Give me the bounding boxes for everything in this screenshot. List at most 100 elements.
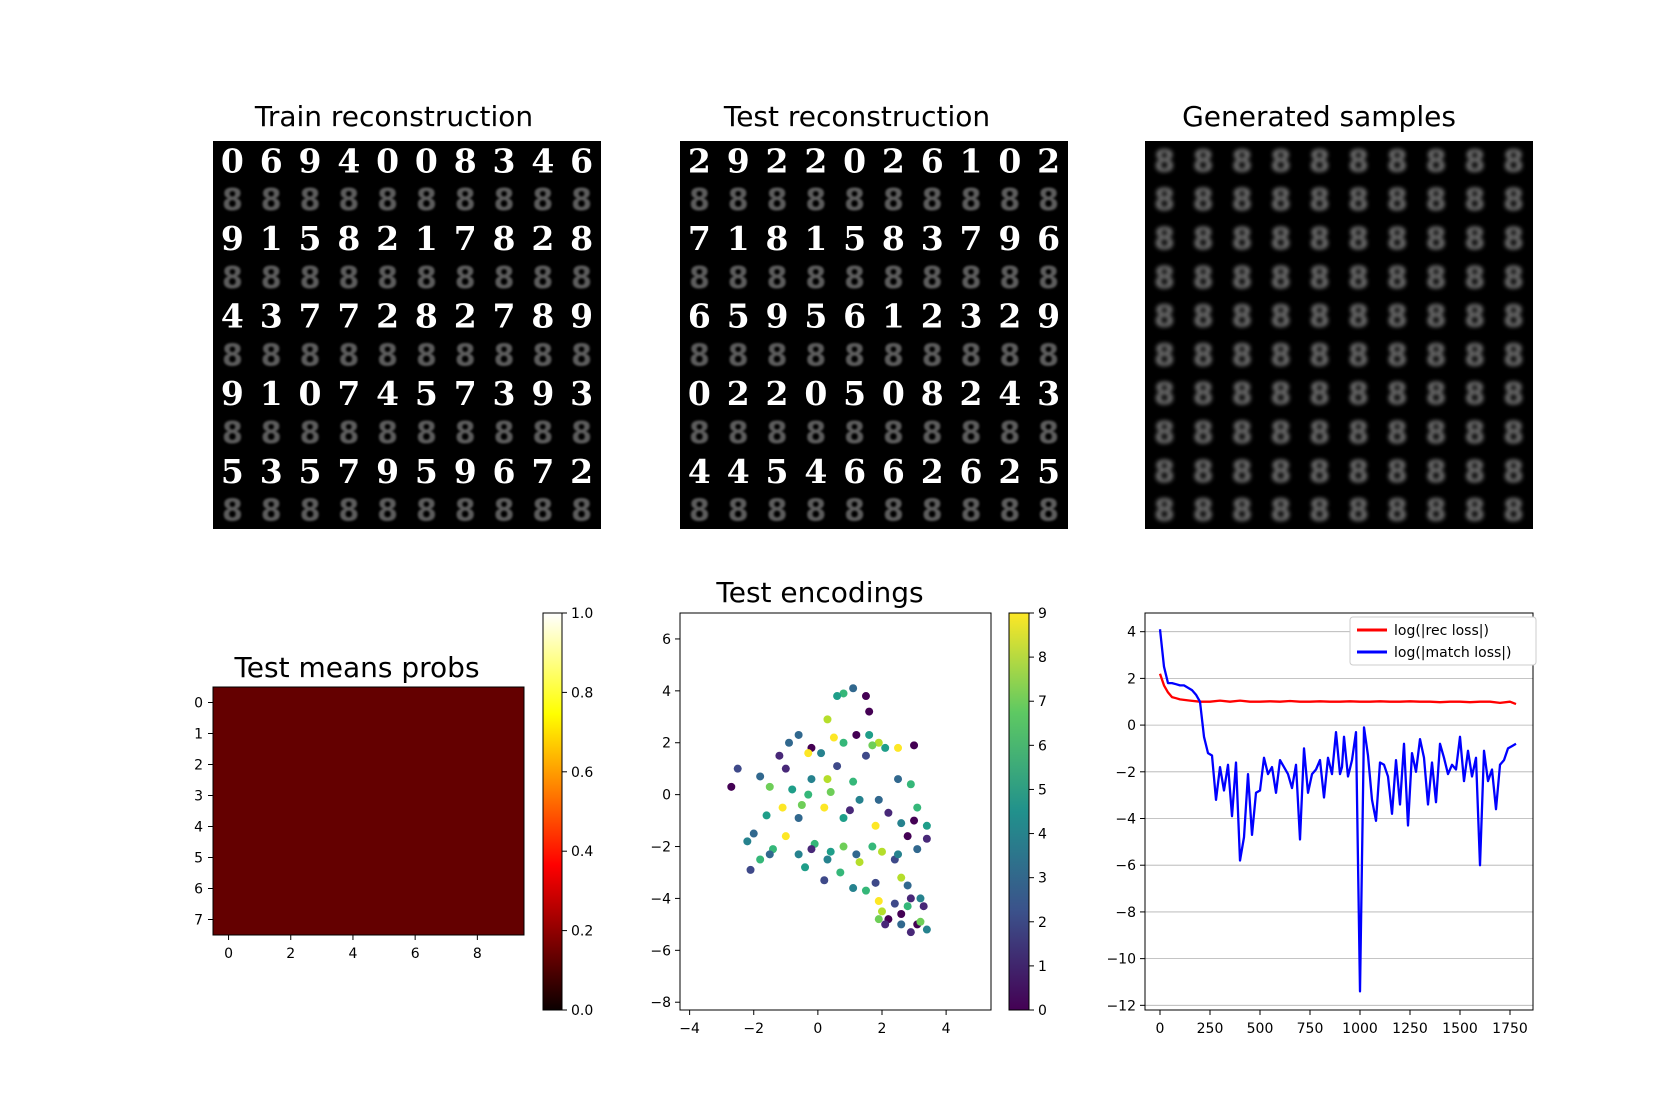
- digit-cell: 7: [454, 374, 477, 413]
- digit-cell: 7: [337, 452, 360, 491]
- viridis-colorbar-bar: [1008, 612, 1030, 1011]
- heatmap-cell: [368, 749, 401, 781]
- blurry-digit-cell: 8: [1426, 144, 1447, 179]
- scatter-xtick-label: −2: [743, 1021, 764, 1037]
- scatter-point: [749, 829, 758, 838]
- viridis-colorbar-label: 4: [1038, 827, 1047, 843]
- digit-cell: 7: [688, 219, 711, 258]
- blurry-digit-cell: 8: [1232, 494, 1253, 529]
- heatmap-cell: [399, 718, 432, 750]
- scatter-point: [756, 772, 765, 781]
- blurry-digit-cell: 8: [1503, 377, 1524, 412]
- blurry-digit-cell: 8: [1309, 144, 1330, 179]
- digit-cell: 5: [299, 219, 322, 258]
- scatter-point: [868, 741, 877, 750]
- test-encodings-scatter: −4 −2 0 2 4 −8 −6 −4 −2 0 2 4 6: [650, 612, 992, 1037]
- blurry-digit-cell: 8: [1464, 455, 1485, 490]
- blurry-digit-cell: 8: [1154, 261, 1175, 296]
- blurry-digit-cell: 8: [1426, 222, 1447, 257]
- blurry-digit-cell: 8: [1038, 183, 1059, 218]
- digit-cell: 5: [415, 374, 438, 413]
- scatter-point: [916, 894, 925, 903]
- heatmap-cell: [492, 811, 525, 843]
- heatmap-cell: [244, 842, 276, 874]
- heatmap-ytick-label: 7: [194, 913, 203, 929]
- blurry-digit-cell: 8: [222, 494, 243, 529]
- heatmap-cell: [430, 904, 463, 936]
- digit-cell: 8: [882, 219, 905, 258]
- blurry-digit-cell: 8: [1270, 455, 1291, 490]
- loss-line-chart: −12 −10 −8 −6 −4 −2 0 2 4 0 250 500 750 1000 1250 1500 1…: [1106, 612, 1534, 1037]
- blurry-digit-cell: 8: [805, 183, 826, 218]
- digit-cell: 8: [415, 297, 438, 336]
- scatter-point: [743, 837, 752, 846]
- scatter-point: [906, 780, 915, 789]
- heatmap-cell: [399, 780, 432, 812]
- digit-cell: 6: [570, 141, 593, 180]
- digit-cell: 2: [727, 374, 750, 413]
- heatmap-cell: [275, 842, 307, 874]
- blurry-digit-cell: 8: [261, 494, 282, 529]
- scatter-point: [845, 806, 854, 815]
- hot-colorbar-label: 0.2: [571, 924, 593, 940]
- heatmap-cell: [492, 749, 525, 781]
- loss-legend: log(|rec loss|) log(|match loss|): [1349, 616, 1537, 666]
- heatmap-cell: [399, 842, 432, 874]
- blurry-digit-cell: 8: [1348, 338, 1369, 373]
- loss-ytick-label: 4: [1127, 625, 1136, 641]
- heatmap-cell: [337, 780, 369, 812]
- blurry-digit-cell: 8: [416, 494, 437, 529]
- digit-cell: 1: [415, 219, 438, 258]
- scatter-point: [865, 730, 874, 739]
- blurry-digit-cell: 8: [222, 183, 243, 218]
- blurry-digit-cell: 8: [805, 416, 826, 451]
- blurry-digit-cell: 8: [922, 338, 943, 373]
- viridis-colorbar-label: 1: [1038, 959, 1047, 975]
- blurry-digit-cell: 8: [1232, 377, 1253, 412]
- scatter-point: [877, 847, 886, 856]
- heatmap-cell: [492, 687, 525, 719]
- digit-cell: 8: [454, 141, 477, 180]
- test-reconstruction-grid: 2 9 2 2 0 2 6 1 0 28 8 8 8 8 8 8 8 8 87 1 8 1 5 8 3 7 9 68 8 8 8 8 8 8 8 8 8…: [680, 141, 1068, 529]
- blurry-digit-cell: 8: [1464, 377, 1485, 412]
- blurry-digit-cell: 8: [689, 183, 710, 218]
- blurry-digit-cell: 8: [1426, 183, 1447, 218]
- blurry-digit-cell: 8: [999, 338, 1020, 373]
- digit-cell: 3: [1037, 374, 1060, 413]
- digit-cell: 6: [493, 452, 516, 491]
- blurry-digit-cell: 8: [1193, 377, 1214, 412]
- blurry-digit-cell: 8: [999, 261, 1020, 296]
- viridis-colorbar-label: 3: [1038, 871, 1047, 887]
- heatmap-cell: [461, 873, 494, 905]
- blurry-digit-cell: 8: [1154, 338, 1175, 373]
- blurry-digit-cell: 8: [1348, 455, 1369, 490]
- digit-cell: 4: [337, 141, 360, 180]
- scatter-point: [922, 834, 931, 843]
- scatter-xtick-label: 0: [813, 1021, 822, 1037]
- heatmap-colorbar: 0.0 0.2 0.4 0.6 0.8 1.0: [542, 606, 593, 1019]
- loss-ytick-label: −10: [1106, 952, 1136, 968]
- digit-cell: 2: [531, 219, 554, 258]
- digit-cell: 1: [727, 219, 750, 258]
- heatmap-cell: [368, 873, 401, 905]
- digit-cell: 0: [221, 141, 244, 180]
- scatter-point: [839, 813, 848, 822]
- blurry-digit-cell: 8: [1232, 183, 1253, 218]
- heatmap-cell: [337, 842, 369, 874]
- heatmap-cell: [306, 749, 338, 781]
- heatmap-cell: [244, 873, 276, 905]
- digit-cell: 7: [454, 219, 477, 258]
- heatmap-cell: [244, 718, 276, 750]
- blurry-digit-cell: 8: [767, 494, 788, 529]
- heatmap-cell: [306, 811, 338, 843]
- blurry-digit-cell: 8: [494, 494, 515, 529]
- blurry-digit-cell: 8: [377, 494, 398, 529]
- heatmap-cell: [244, 780, 276, 812]
- heatmap-cell: [337, 749, 369, 781]
- heatmap-cell: [430, 873, 463, 905]
- heatmap-cell: [368, 687, 401, 719]
- blurry-digit-cell: 8: [338, 338, 359, 373]
- blurry-digit-cell: 8: [1464, 494, 1485, 529]
- scatter-point: [897, 819, 906, 828]
